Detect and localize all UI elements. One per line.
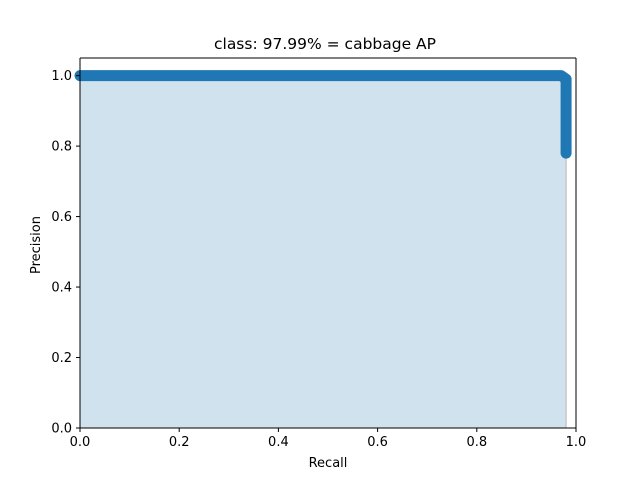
y-tick-label: 0.0: [51, 422, 72, 437]
y-tick-label: 0.6: [51, 210, 72, 225]
y-tick-label: 1.0: [51, 69, 72, 84]
x-tick-label: 0.2: [169, 435, 190, 450]
y-tick-label: 0.2: [51, 351, 72, 366]
x-tick-label: 1.0: [566, 435, 587, 450]
x-tick-label: 0.4: [268, 435, 289, 450]
x-tick-label: 0.6: [367, 435, 388, 450]
y-tick-label: 0.4: [51, 281, 72, 296]
y-tick-label: 0.8: [51, 140, 72, 155]
x-tick-label: 0.0: [70, 435, 91, 450]
x-axis-label: Recall: [309, 456, 348, 471]
ap-fill-area: [80, 76, 566, 428]
chart-title: class: 97.99% = cabbage AP: [214, 35, 436, 53]
x-tick-label: 0.8: [466, 435, 487, 450]
y-axis-label: Precision: [29, 216, 44, 274]
plot-area: 0.0 0.2 0.4 0.6 0.8 1.0 0.0 0.2 0.4 0.6 0.8 1.0: [51, 58, 586, 450]
